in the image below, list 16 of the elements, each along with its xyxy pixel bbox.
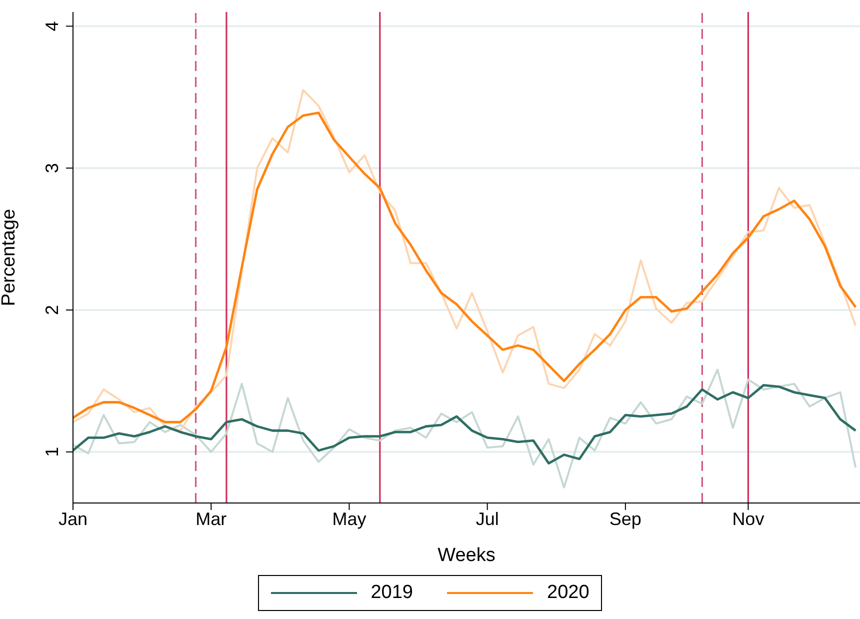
y-tick-label: 1 xyxy=(42,446,62,457)
line-series xyxy=(73,368,857,488)
legend-label: 2020 xyxy=(547,582,590,604)
x-tick-label: Mar xyxy=(196,508,227,529)
x-tick-label: Sep xyxy=(609,508,642,529)
y-tick-label: 4 xyxy=(42,21,62,32)
line-series xyxy=(73,384,857,464)
x-tick-label: Jan xyxy=(58,508,88,529)
x-tick-label: Nov xyxy=(732,508,764,529)
x-tick-label: May xyxy=(332,508,366,529)
x-axis-title: Weeks xyxy=(438,545,496,566)
y-tick-label: 3 xyxy=(42,163,62,174)
y-axis-title: Percentage xyxy=(0,208,20,306)
y-tick-label: 2 xyxy=(42,305,62,316)
x-tick-label: Jul xyxy=(476,508,499,529)
legend-label: 2019 xyxy=(370,582,413,604)
